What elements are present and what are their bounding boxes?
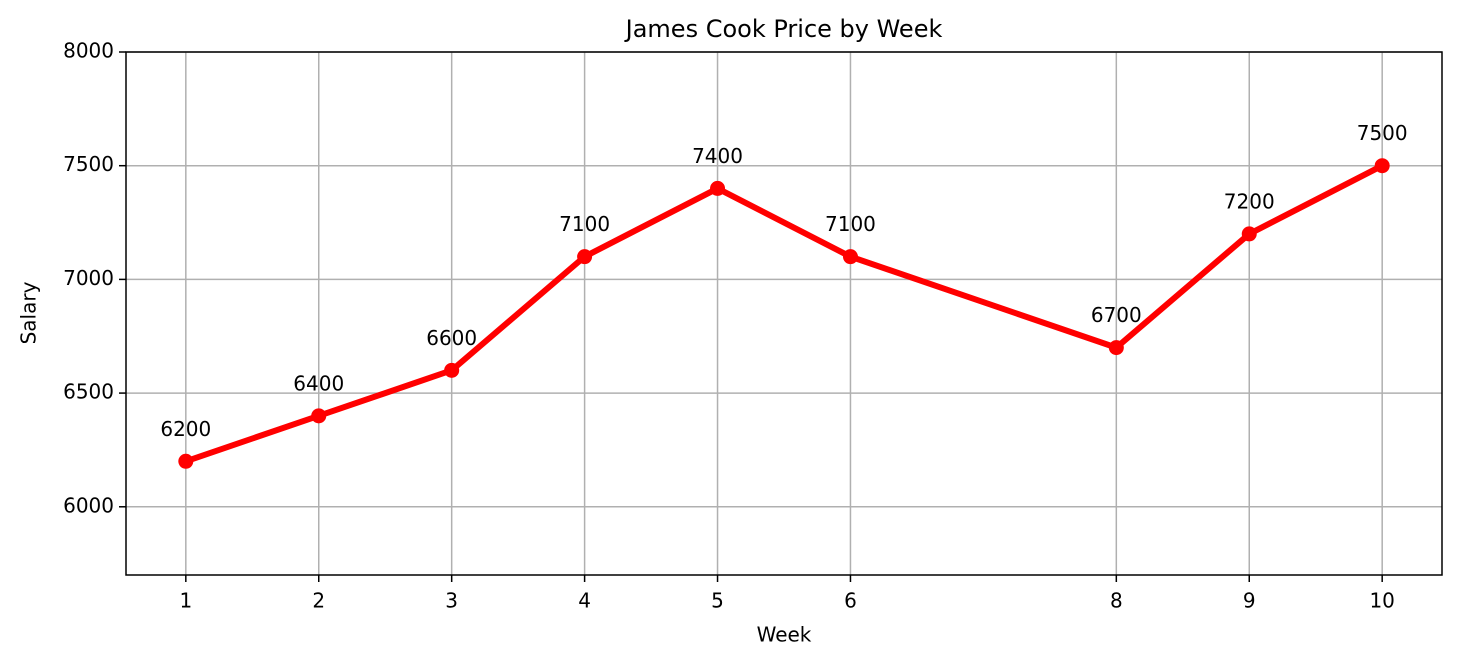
y-tick-label: 8000 <box>63 39 114 63</box>
data-label: 7500 <box>1357 121 1408 145</box>
x-axis-label: Week <box>757 623 812 647</box>
y-tick-label: 7000 <box>63 266 114 290</box>
chart-title: James Cook Price by Week <box>624 15 943 43</box>
y-tick-label: 6500 <box>63 380 114 404</box>
x-tick-label: 6 <box>844 589 857 613</box>
y-tick-label: 6000 <box>63 493 114 517</box>
data-label: 7100 <box>559 212 610 236</box>
point <box>444 362 460 378</box>
point <box>577 249 593 265</box>
data-label: 6600 <box>426 326 477 350</box>
point <box>842 249 858 265</box>
point <box>178 453 194 469</box>
x-tick-label: 9 <box>1243 589 1256 613</box>
x-tick-label: 2 <box>312 589 325 613</box>
point <box>1241 226 1257 242</box>
y-axis-label: Salary <box>17 281 41 344</box>
x-tick-label: 5 <box>711 589 724 613</box>
data-label: 6400 <box>293 371 344 395</box>
point <box>710 180 726 196</box>
x-tick-label: 4 <box>578 589 591 613</box>
point <box>1108 340 1124 356</box>
data-label: 7400 <box>692 144 743 168</box>
x-tick-label: 3 <box>445 589 458 613</box>
point <box>1374 158 1390 174</box>
line-series <box>184 163 1384 465</box>
data-label: 6200 <box>160 417 211 441</box>
x-tick-label: 1 <box>179 589 192 613</box>
x-tick-label: 8 <box>1110 589 1123 613</box>
y-tick-label: 7500 <box>63 152 114 176</box>
data-label: 7200 <box>1224 189 1275 213</box>
data-label: 7100 <box>825 212 876 236</box>
point <box>311 408 327 424</box>
plot-frame <box>125 51 1443 576</box>
x-tick-label: 10 <box>1369 589 1394 613</box>
data-label: 6700 <box>1091 303 1142 327</box>
